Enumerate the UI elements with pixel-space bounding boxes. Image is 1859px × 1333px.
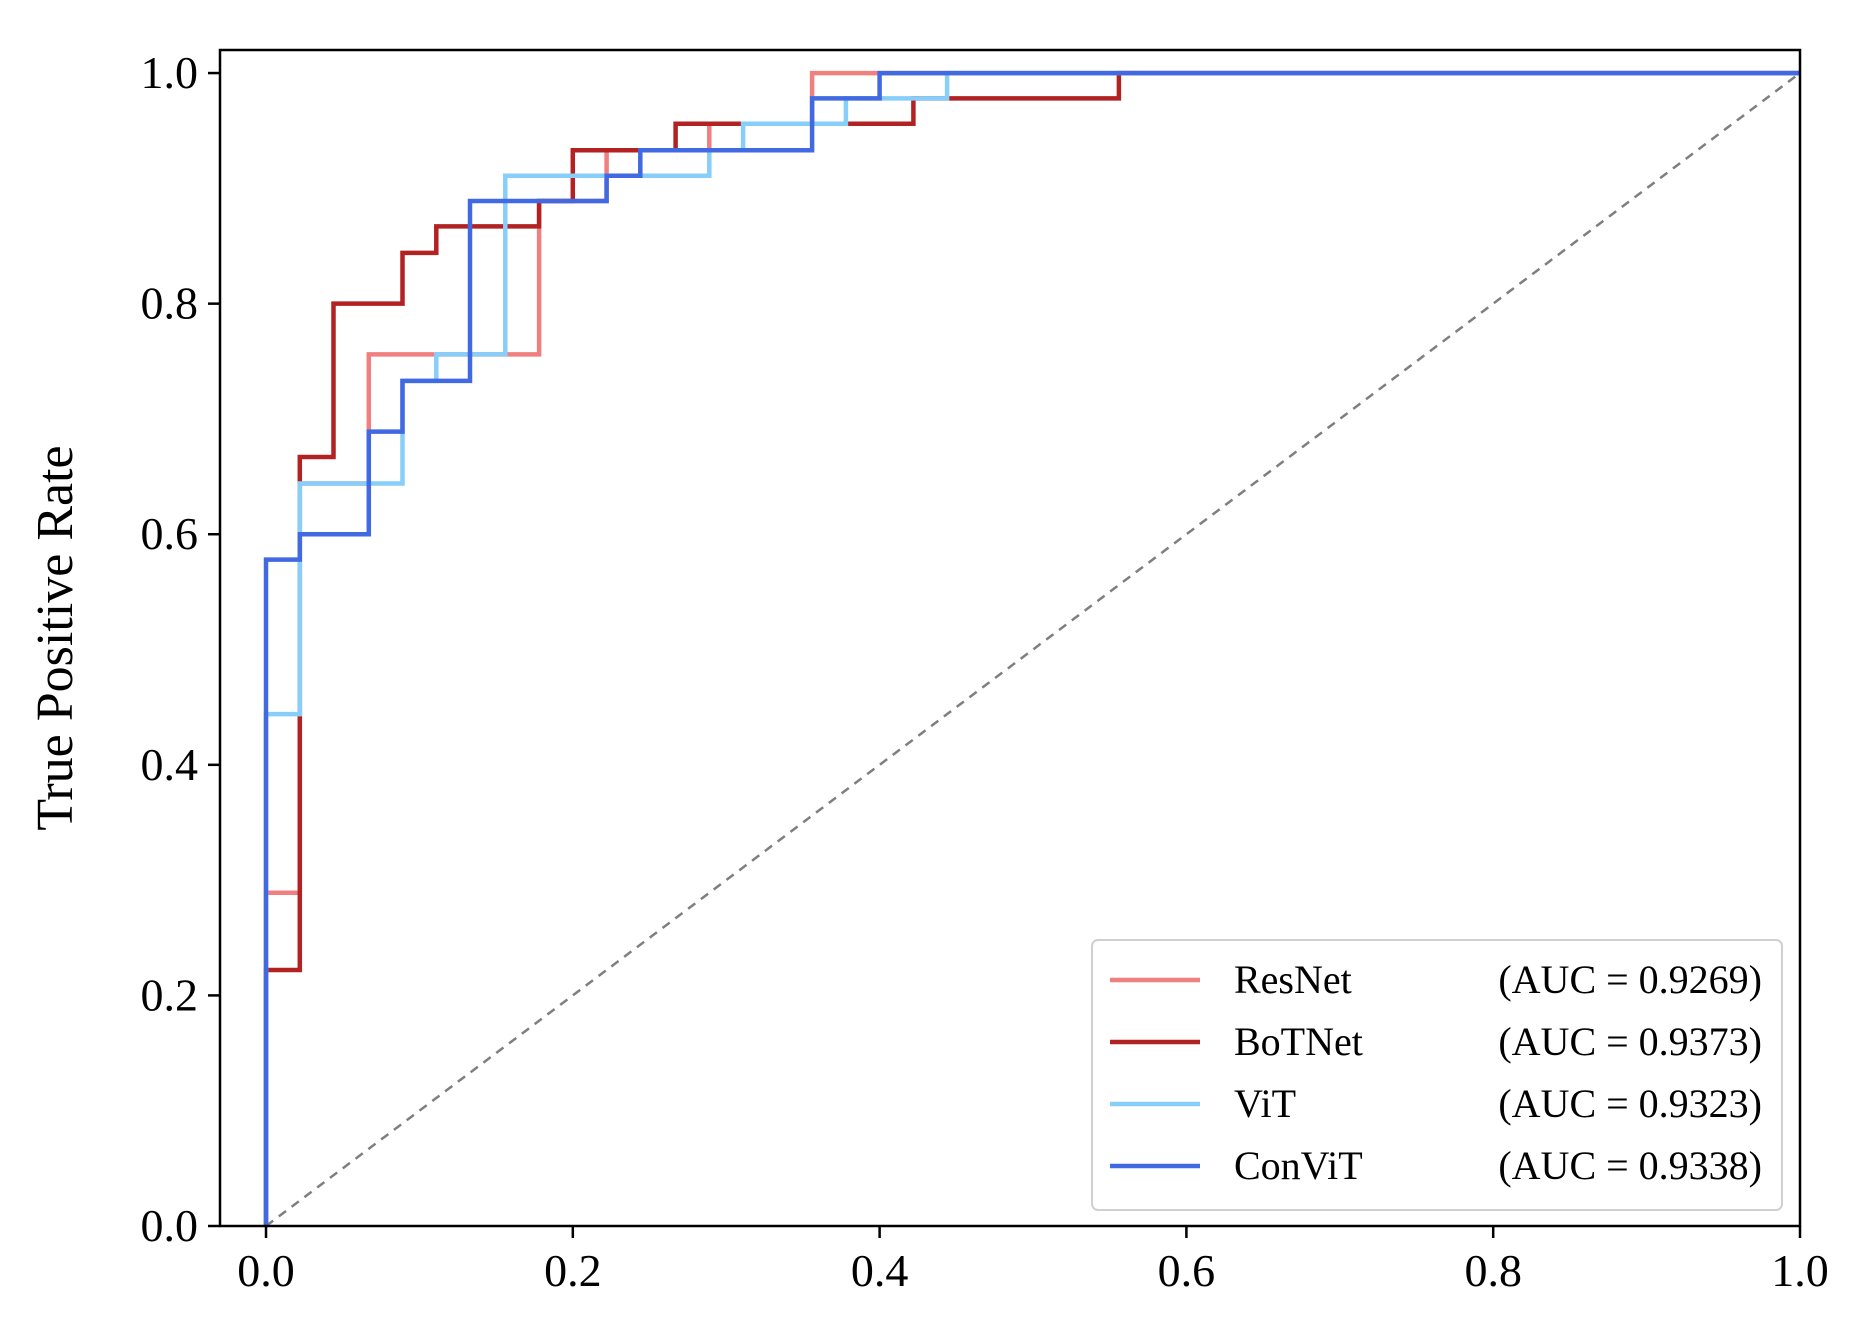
- y-tick-label: 0.8: [141, 278, 199, 329]
- y-tick-label: 0.4: [141, 739, 199, 790]
- legend-auc-resnet: (AUC = 0.9269): [1498, 957, 1762, 1002]
- legend-label-vit: ViT: [1234, 1081, 1296, 1126]
- y-tick-label: 0.0: [141, 1200, 199, 1251]
- legend-auc-convit: (AUC = 0.9338): [1498, 1143, 1762, 1188]
- x-tick-label: 0.8: [1464, 1245, 1522, 1296]
- legend-label-botnet: BoTNet: [1234, 1019, 1363, 1064]
- x-tick-label: 1.0: [1771, 1245, 1829, 1296]
- y-tick-label: 1.0: [141, 47, 199, 98]
- roc-curve-convit: [263, 70, 1800, 1226]
- x-tick-label: 0.6: [1158, 1245, 1216, 1296]
- roc-curve-botnet: [263, 70, 1800, 1226]
- y-tick-label: 0.2: [141, 969, 199, 1020]
- legend-auc-vit: (AUC = 0.9323): [1498, 1081, 1762, 1126]
- y-axis-title: True Positive Rate: [27, 445, 84, 830]
- legend-label-convit: ConViT: [1234, 1143, 1363, 1188]
- plot-frame: [218, 48, 1802, 1228]
- legend-box: [1091, 939, 1783, 1211]
- y-tick-label: 0.6: [141, 508, 199, 559]
- legend-label-resnet: ResNet: [1234, 957, 1352, 1002]
- legend-auc-botnet: (AUC = 0.9373): [1498, 1019, 1762, 1064]
- x-tick-label: 0.4: [851, 1245, 909, 1296]
- x-tick-label: 0.0: [237, 1245, 295, 1296]
- legend: ResNet (AUC = 0.9269) BoTNet (AUC = 0.9373)…: [1091, 939, 1783, 1211]
- x-tick-label: 0.2: [544, 1245, 602, 1296]
